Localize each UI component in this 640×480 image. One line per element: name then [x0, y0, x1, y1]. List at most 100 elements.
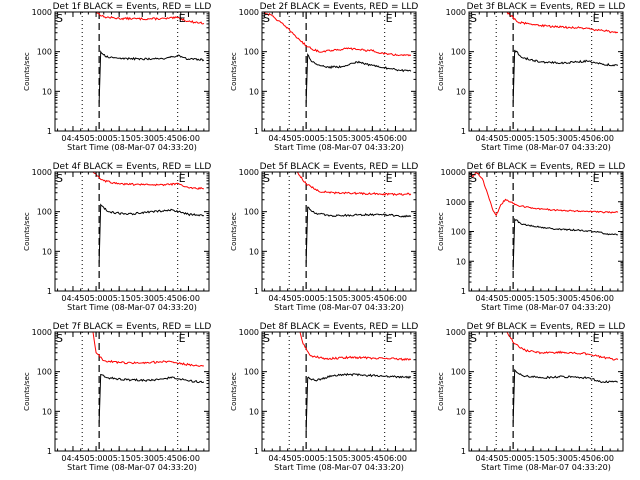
x-tick-label: 05:45	[568, 294, 591, 303]
y-axis-label: Counts/sec	[23, 52, 31, 91]
x-tick-label: 06:00	[591, 134, 614, 143]
y-tick-label: 1	[461, 127, 466, 136]
plot-frame	[261, 11, 417, 132]
x-axis-label: Start Time (08-Mar-07 04:33:20)	[67, 463, 197, 472]
x-tick-label: 05:45	[361, 454, 384, 463]
y-axis-label: Counts/sec	[437, 212, 445, 251]
x-tick-label: 04:45	[61, 134, 84, 143]
interval-marker-label: S	[263, 172, 270, 185]
y-tick-label: 10	[249, 87, 259, 96]
y-tick-label: 100	[451, 48, 466, 57]
y-tick-label: 1000	[239, 168, 259, 177]
y-axis-label: Counts/sec	[230, 372, 238, 411]
plot-frame	[54, 331, 210, 452]
panel-title: Det 6f BLACK = Events, RED = LLD	[467, 162, 626, 172]
interval-marker-label: E	[386, 12, 393, 25]
x-tick-label: 05:45	[568, 454, 591, 463]
y-tick-label: 100	[37, 48, 52, 57]
x-tick-label: 05:30	[338, 134, 361, 143]
x-tick-label: 05:15	[315, 134, 338, 143]
detector-panel: Det 1f BLACK = Events, RED = LLD 1 10 100 10…	[23, 2, 211, 152]
x-tick-label: 05:15	[108, 134, 131, 143]
y-tick-label: 100	[244, 48, 259, 57]
y-tick-label: 10000	[441, 168, 466, 177]
interval-marker-label: E	[179, 332, 186, 345]
detector-panel: Det 8f BLACK = Events, RED = LLD 1 10 100 10…	[230, 322, 418, 472]
x-tick-label: 04:45	[61, 454, 84, 463]
x-tick-label: 05:00	[499, 294, 522, 303]
detector-panel: Det 6f BLACK = Events, RED = LLD 1 10 100 10…	[437, 162, 625, 312]
x-axis-label: Start Time (08-Mar-07 04:33:20)	[481, 303, 611, 312]
y-tick-label: 100	[451, 368, 466, 377]
plot-frame	[468, 171, 624, 292]
y-tick-label: 10	[456, 87, 466, 96]
x-tick-label: 05:45	[154, 294, 177, 303]
x-tick-label: 05:15	[522, 134, 545, 143]
y-tick-label: 1000	[32, 328, 52, 337]
y-tick-label: 10	[249, 407, 259, 416]
x-tick-label: 05:00	[292, 294, 315, 303]
y-tick-label: 10	[456, 407, 466, 416]
x-tick-label: 05:30	[131, 294, 154, 303]
y-tick-label: 10	[456, 257, 466, 266]
panel-title: Det 2f BLACK = Events, RED = LLD	[260, 2, 419, 12]
interval-marker-label: S	[56, 332, 63, 345]
x-tick-label: 04:45	[475, 134, 498, 143]
x-tick-label: 05:15	[522, 294, 545, 303]
x-tick-label: 05:30	[545, 134, 568, 143]
panel-title: Det 8f BLACK = Events, RED = LLD	[260, 322, 419, 332]
x-tick-label: 04:45	[268, 294, 291, 303]
y-axis-label: Counts/sec	[437, 52, 445, 91]
x-tick-label: 05:30	[545, 454, 568, 463]
panel-title: Det 5f BLACK = Events, RED = LLD	[260, 162, 419, 172]
plot-frame	[261, 331, 417, 452]
event-rate-series	[98, 203, 205, 264]
x-tick-label: 05:00	[499, 134, 522, 143]
x-tick-label: 05:00	[292, 134, 315, 143]
x-tick-label: 05:30	[338, 294, 361, 303]
x-tick-label: 05:45	[361, 134, 384, 143]
y-tick-label: 100	[244, 368, 259, 377]
panel-title: Det 1f BLACK = Events, RED = LLD	[53, 2, 212, 12]
plot-frame	[54, 11, 210, 132]
interval-marker-label: E	[386, 172, 393, 185]
y-tick-label: 1000	[239, 328, 259, 337]
x-tick-label: 04:45	[61, 294, 84, 303]
x-axis-label: Start Time (08-Mar-07 04:33:20)	[274, 463, 404, 472]
interval-marker-label: S	[56, 12, 63, 25]
interval-marker-label: E	[593, 12, 600, 25]
lld-rate-series	[92, 332, 204, 367]
x-tick-label: 05:15	[522, 454, 545, 463]
x-axis-label: Start Time (08-Mar-07 04:33:20)	[274, 303, 404, 312]
x-tick-label: 05:15	[108, 454, 131, 463]
detector-panel: Det 9f BLACK = Events, RED = LLD 1 10 100 10…	[437, 322, 625, 472]
y-tick-label: 1	[47, 287, 52, 296]
panel-title: Det 3f BLACK = Events, RED = LLD	[467, 2, 626, 12]
lld-rate-series	[296, 172, 412, 197]
y-tick-label: 1	[254, 287, 259, 296]
y-tick-label: 1	[47, 127, 52, 136]
x-tick-label: 04:45	[268, 134, 291, 143]
event-rate-series	[98, 50, 205, 104]
lld-rate-series	[469, 172, 619, 217]
lld-rate-series	[262, 12, 412, 57]
x-tick-label: 05:15	[315, 454, 338, 463]
y-tick-label: 1000	[32, 168, 52, 177]
lld-rate-series	[92, 172, 204, 190]
detector-panel: Det 7f BLACK = Events, RED = LLD 1 10 100 10…	[23, 322, 211, 472]
lld-rate-series	[299, 332, 412, 362]
x-tick-label: 05:45	[154, 454, 177, 463]
y-axis-label: Counts/sec	[230, 52, 238, 91]
interval-marker-label: S	[263, 332, 270, 345]
y-tick-label: 100	[244, 208, 259, 217]
interval-marker-label: S	[470, 172, 477, 185]
event-rate-series	[512, 368, 618, 424]
x-tick-label: 05:00	[85, 134, 108, 143]
event-rate-series	[305, 372, 412, 433]
x-tick-label: 05:00	[85, 294, 108, 303]
x-tick-label: 05:00	[85, 454, 108, 463]
event-rate-series	[512, 217, 618, 271]
interval-marker-label: E	[386, 332, 393, 345]
x-axis-label: Start Time (08-Mar-07 04:33:20)	[67, 143, 197, 152]
y-tick-label: 100	[37, 208, 52, 217]
